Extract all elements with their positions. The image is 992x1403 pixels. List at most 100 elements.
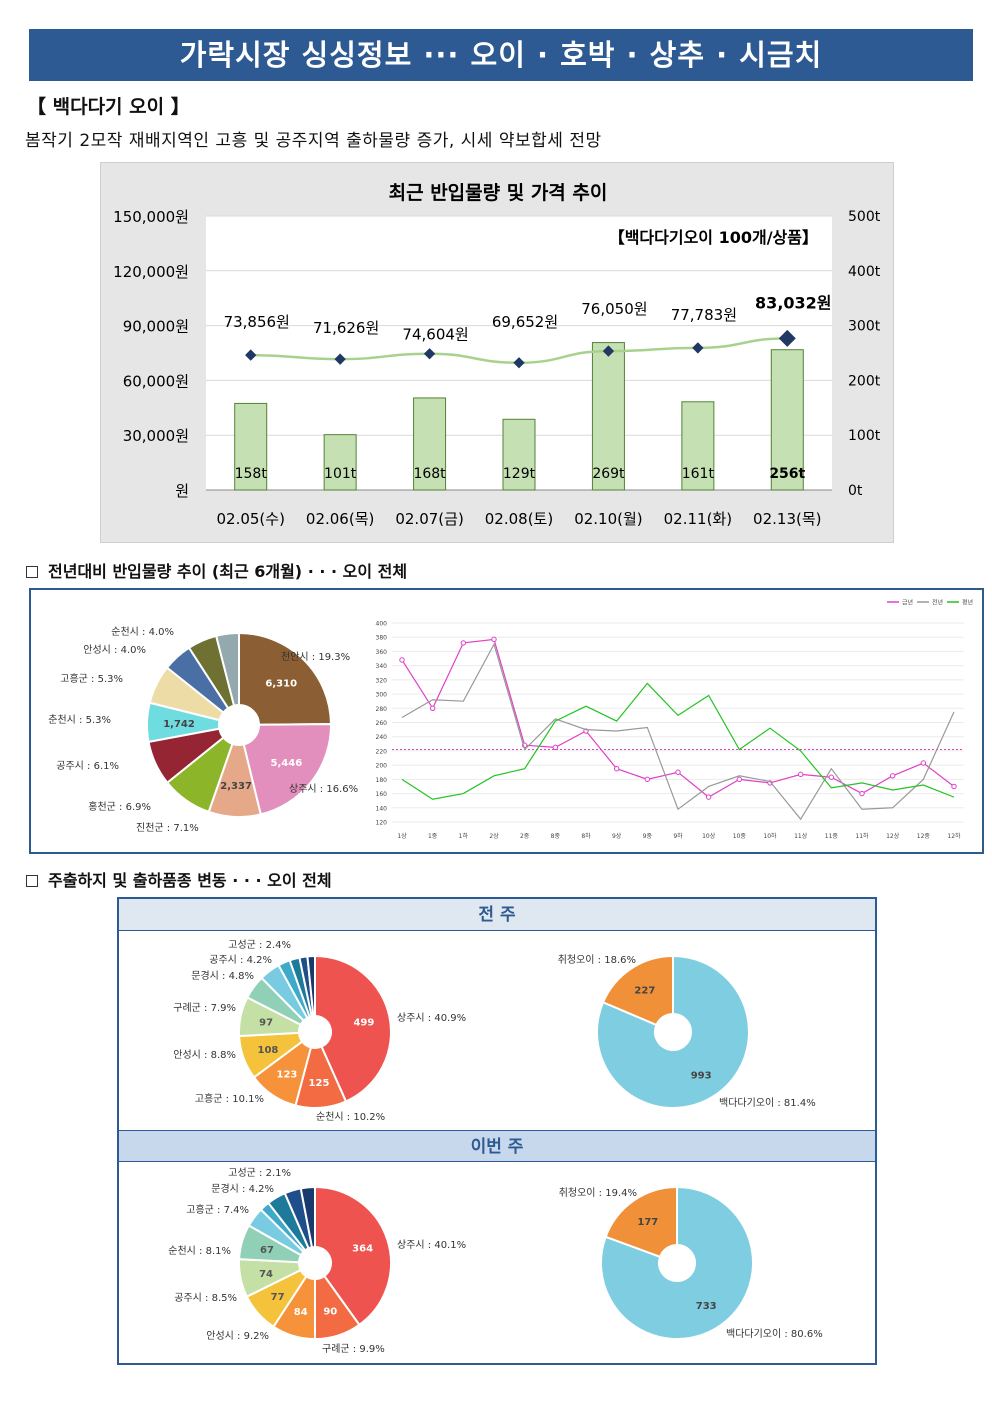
pie-slice xyxy=(596,954,750,1109)
y-tick: 300 xyxy=(376,692,388,699)
y-right-tick: 100t xyxy=(848,428,881,444)
x-tick: 9하 xyxy=(673,832,683,840)
prev-week-variety-pie: 993 백다다기오이 : 81.4% 227 취청오이 : 18.6% xyxy=(558,954,816,1109)
price-label: 71,626원 xyxy=(313,319,379,337)
y-tick: 240 xyxy=(376,734,388,741)
slice-label: 고흥군 : 10.1% xyxy=(195,1092,264,1105)
prev-week-origin-pie: 499 상주시 : 40.9% 125 순천시 : 10.2% 123 고흥군 : 10.… xyxy=(173,939,466,1123)
slice-value: 993 xyxy=(691,1071,712,1082)
y-tick: 280 xyxy=(376,706,388,713)
series-point xyxy=(552,744,559,751)
slice-value: 227 xyxy=(634,985,655,996)
price-marker xyxy=(692,342,704,354)
pie-slice xyxy=(314,954,392,1103)
y-tick: 320 xyxy=(376,677,388,684)
pie-slice xyxy=(214,631,240,707)
slice-label: 구례군 : 7.9% xyxy=(173,1002,236,1014)
series-point xyxy=(920,760,927,766)
slice-label: 문경시 : 4.8% xyxy=(191,969,254,982)
main-chart-panel: 최근 반입물량 및 가격 추이 원 30,000원 60,000원 90,000원 120… xyxy=(100,162,894,543)
pie-slice xyxy=(314,1185,392,1327)
slice-label: 공주시 : 6.1% xyxy=(56,760,119,772)
slice-value: 74 xyxy=(259,1269,273,1280)
y-tick: 140 xyxy=(376,805,388,812)
slice-value: 177 xyxy=(637,1217,658,1228)
y-right-tick: 500t xyxy=(848,209,881,225)
series-line xyxy=(401,642,955,821)
volume-bar xyxy=(502,418,536,491)
x-tick: 11상 xyxy=(794,832,808,840)
slice-label: 순천시 : 4.0% xyxy=(111,626,174,638)
series-point xyxy=(675,769,681,775)
price-label: 74,604원 xyxy=(402,326,468,344)
yoy-panel: 6,310 천안시 : 19.3% 5,446 상주시 : 16.6% 2,337 진천군… xyxy=(29,588,984,854)
x-tick: 10하 xyxy=(763,832,777,840)
slice-label: 순천시 : 10.2% xyxy=(316,1111,385,1123)
y-left-tick: 90,000원 xyxy=(123,318,189,336)
volume-bar xyxy=(770,349,804,491)
slice-label: 순천시 : 8.1% xyxy=(168,1245,231,1257)
origin-section-heading: 주출하지 및 출하품종 변동 · · · 오이 전체 xyxy=(26,867,332,891)
price-marker xyxy=(778,329,796,347)
y-left-tick: 120,000원 xyxy=(113,263,189,281)
volume-bar xyxy=(681,401,715,491)
slice-value: 97 xyxy=(259,1018,273,1029)
x-tick: 9상 xyxy=(612,832,622,840)
price-marker xyxy=(423,348,436,360)
x-tick: 12상 xyxy=(886,832,900,840)
series-point xyxy=(491,636,497,643)
x-tick: 02.13(목) xyxy=(753,510,821,528)
series-point xyxy=(460,640,467,646)
slice-label: 안성시 : 4.0% xyxy=(83,644,146,656)
chart-annotation: 【백다다기오이 100개/상품】 xyxy=(609,228,818,247)
slice-label: 진천군 : 7.1% xyxy=(136,822,199,834)
volume-label: 101t xyxy=(324,466,357,482)
slice-value: 5,446 xyxy=(271,758,303,769)
slice-label: 백다다기오이 : 80.6% xyxy=(726,1328,823,1340)
x-tick: 11하 xyxy=(855,832,869,840)
series-point xyxy=(859,790,865,797)
yoy-origin-pie: 6,310 천안시 : 19.3% 5,446 상주시 : 16.6% 2,337 진천군… xyxy=(48,626,358,834)
slice-value: 125 xyxy=(309,1078,330,1089)
x-tick: 8중 xyxy=(551,833,561,840)
y-tick: 260 xyxy=(376,720,388,727)
slice-label: 취청오이 : 18.6% xyxy=(558,954,636,966)
volume-label: 161t xyxy=(682,466,715,482)
slice-label: 문경시 : 4.2% xyxy=(211,1182,274,1195)
pie-slice xyxy=(299,1185,316,1249)
volume-label: 256t xyxy=(769,466,805,482)
price-marker xyxy=(602,345,615,357)
x-tick: 10상 xyxy=(702,832,716,840)
price-marker xyxy=(334,353,346,365)
legend-label: 금년 xyxy=(902,599,913,607)
volume-bar xyxy=(234,402,268,491)
slice-value: 77 xyxy=(271,1292,285,1303)
x-tick: 02.05(수) xyxy=(216,510,284,528)
volume-bar xyxy=(591,342,625,491)
slice-value: 364 xyxy=(352,1244,373,1255)
slice-label: 상주시 : 16.6% xyxy=(289,783,358,795)
slice-label: 천안시 : 19.3% xyxy=(281,651,350,663)
x-tick: 9중 xyxy=(643,833,653,840)
y-tick: 200 xyxy=(376,763,388,770)
origin-section-label: 주출하지 및 출하품종 변동 · · · 오이 전체 xyxy=(48,871,332,890)
series-point xyxy=(644,776,651,783)
x-tick: 1하 xyxy=(459,832,469,840)
slice-label: 상주시 : 40.9% xyxy=(397,1012,466,1024)
x-tick: 12중 xyxy=(917,833,931,840)
x-tick: 02.11(화) xyxy=(664,510,732,528)
slice-value: 84 xyxy=(294,1307,308,1318)
x-tick: 02.10(월) xyxy=(574,510,642,528)
pie-slice xyxy=(604,1185,678,1259)
x-tick: 11중 xyxy=(825,833,839,840)
slice-value: 6,310 xyxy=(265,678,297,689)
x-tick: 02.06(목) xyxy=(306,510,374,528)
y-left-tick: 30,000원 xyxy=(123,427,189,445)
slice-label: 고성군 : 2.4% xyxy=(228,939,291,951)
legend-label: 평년 xyxy=(962,599,973,607)
slice-value: 733 xyxy=(696,1301,717,1312)
slice-label: 취청오이 : 19.4% xyxy=(559,1187,637,1199)
y-tick: 120 xyxy=(376,820,388,827)
slice-label: 안성시 : 9.2% xyxy=(206,1330,269,1342)
slice-label: 고흥군 : 7.4% xyxy=(186,1203,249,1216)
